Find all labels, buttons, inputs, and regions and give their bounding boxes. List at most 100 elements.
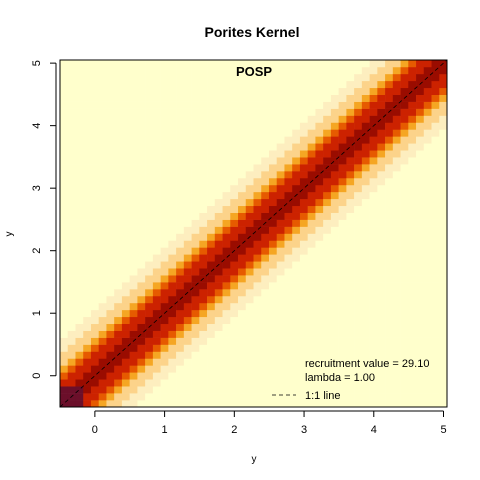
- heatmap-cell: [261, 150, 270, 158]
- heatmap-cell: [377, 261, 386, 269]
- heatmap-cell: [361, 129, 370, 137]
- heatmap-cell: [261, 282, 270, 290]
- heatmap-cell: [330, 136, 339, 144]
- heatmap-cell: [238, 73, 247, 82]
- heatmap-cell: [152, 247, 161, 255]
- heatmap-cell: [245, 219, 254, 227]
- heatmap-cell: [323, 184, 332, 193]
- heatmap-cell: [114, 164, 123, 172]
- heatmap-cell: [176, 302, 185, 311]
- heatmap-cell: [238, 289, 247, 297]
- heatmap-cell: [439, 323, 448, 331]
- heatmap-cell: [346, 184, 355, 193]
- heatmap-cell: [129, 393, 138, 401]
- heatmap-cell: [176, 358, 185, 366]
- heatmap-cell: [330, 337, 339, 345]
- heatmap-cell: [261, 164, 270, 172]
- heatmap-cell: [369, 337, 378, 345]
- heatmap-cell: [60, 191, 69, 200]
- heatmap-cell: [222, 351, 231, 359]
- heatmap-cell: [276, 372, 285, 380]
- heatmap-cell: [354, 323, 363, 331]
- heatmap-cell: [60, 87, 69, 95]
- heatmap-cell: [292, 372, 301, 380]
- heatmap-cell: [385, 157, 394, 165]
- heatmap-cell: [369, 177, 378, 186]
- heatmap-cell: [315, 108, 324, 116]
- heatmap-cell: [152, 309, 161, 318]
- heatmap-cell: [60, 323, 69, 331]
- heatmap-cell: [168, 330, 177, 338]
- heatmap-cell: [431, 309, 440, 318]
- heatmap-cell: [361, 365, 370, 373]
- heatmap-cell: [176, 184, 185, 193]
- heatmap-cell: [121, 275, 130, 283]
- heatmap-cell: [199, 66, 208, 75]
- heatmap-cell: [83, 337, 92, 345]
- heatmap-cell: [330, 386, 339, 394]
- heatmap-cell: [129, 282, 138, 290]
- heatmap-cell: [292, 101, 301, 109]
- heatmap-cell: [268, 129, 278, 137]
- heatmap-cell: [423, 150, 432, 158]
- heatmap-cell: [307, 191, 316, 200]
- heatmap-cell: [292, 108, 301, 116]
- heatmap-cell: [385, 205, 394, 213]
- heatmap-cell: [60, 275, 69, 283]
- heatmap-cell: [191, 219, 200, 227]
- heatmap-cell: [346, 268, 355, 276]
- heatmap-cell: [369, 150, 378, 158]
- heatmap-cell: [261, 323, 270, 331]
- heatmap-cell: [408, 344, 417, 352]
- heatmap-cell: [261, 337, 270, 345]
- heatmap-cell: [238, 323, 247, 331]
- heatmap-cell: [129, 400, 138, 408]
- heatmap-cell: [284, 198, 293, 207]
- heatmap-cell: [400, 219, 409, 227]
- heatmap-cell: [191, 337, 200, 345]
- heatmap-cell: [90, 177, 99, 186]
- heatmap-cell: [276, 212, 285, 220]
- heatmap-cell: [385, 184, 394, 193]
- heatmap-cell: [129, 60, 138, 68]
- heatmap-cell: [338, 289, 347, 297]
- heatmap-cell: [323, 240, 332, 248]
- heatmap-cell: [152, 94, 161, 102]
- heatmap-cell: [307, 198, 316, 207]
- heatmap-cell: [307, 94, 316, 102]
- heatmap-cell: [369, 205, 378, 213]
- heatmap-cell: [75, 129, 84, 137]
- heatmap-cells: [60, 60, 448, 408]
- heatmap-cell: [98, 101, 107, 109]
- heatmap-cell: [377, 344, 386, 352]
- heatmap-cell: [98, 80, 107, 89]
- heatmap-cell: [214, 198, 223, 207]
- heatmap-cell: [361, 282, 370, 290]
- heatmap-cell: [168, 115, 177, 123]
- heatmap-cell: [416, 101, 425, 109]
- heatmap-cell: [284, 212, 293, 220]
- heatmap-cell: [60, 164, 69, 172]
- heatmap-cell: [207, 66, 216, 75]
- heatmap-cell: [253, 87, 262, 95]
- heatmap-cell: [176, 275, 185, 283]
- heatmap-cell: [299, 184, 308, 193]
- heatmap-cell: [423, 219, 432, 227]
- heatmap-cell: [369, 323, 378, 331]
- heatmap-cell: [230, 323, 239, 331]
- heatmap-cell: [354, 143, 363, 151]
- heatmap-cell: [183, 247, 192, 255]
- heatmap-cell: [369, 393, 378, 401]
- heatmap-cell: [361, 136, 370, 144]
- heatmap-cell: [268, 136, 278, 144]
- heatmap-cell: [261, 136, 270, 144]
- heatmap-cell: [385, 275, 394, 283]
- heatmap-cell: [338, 337, 347, 345]
- heatmap-cell: [292, 261, 301, 269]
- heatmap-cell: [392, 316, 401, 325]
- heatmap-cell: [67, 60, 76, 68]
- heatmap-cell: [83, 177, 92, 186]
- heatmap-cell: [253, 309, 262, 318]
- heatmap-cell: [268, 226, 278, 234]
